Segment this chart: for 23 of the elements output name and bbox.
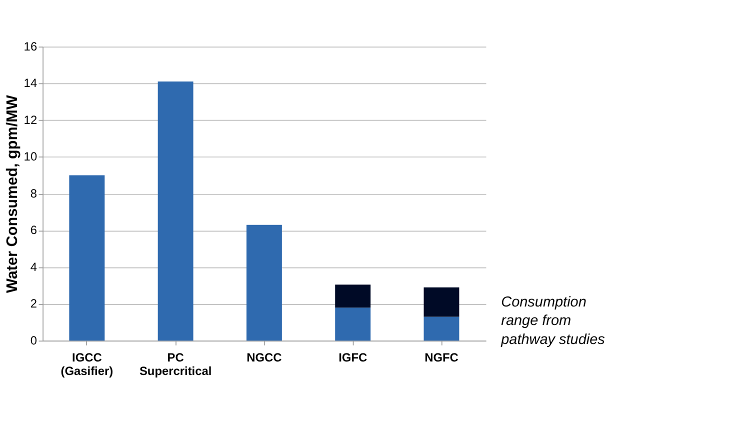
y-tick-label: 0 [30,333,38,348]
bar [335,284,371,308]
text: Consumption range from pathway studies [500,294,605,348]
x-tick-label: NGCC [246,350,282,365]
bar [158,82,194,341]
y-tick-label: 8 [30,186,38,200]
x-tick-label: IGFC [338,350,368,365]
bar [335,308,371,341]
bar [424,287,460,317]
y-tick-label: 10 [24,150,38,164]
y-axis-title: Water Consumed, gpm/MW [4,94,21,293]
y-tick-label: 6 [30,223,38,238]
bar [69,175,105,341]
y-tick-label: 2 [30,296,38,311]
x-tick-label: PC Supercritical [139,350,212,378]
bar [424,316,460,341]
y-tick-label: 14 [24,76,38,90]
x-tick-label: IGCC (Gasifier) [60,350,114,378]
y-tick-label: 12 [24,112,38,127]
bar [246,224,282,341]
x-tick-label: NGFC [424,350,459,365]
y-tick-label: 4 [30,260,38,274]
y-tick-label: 16 [24,39,38,54]
